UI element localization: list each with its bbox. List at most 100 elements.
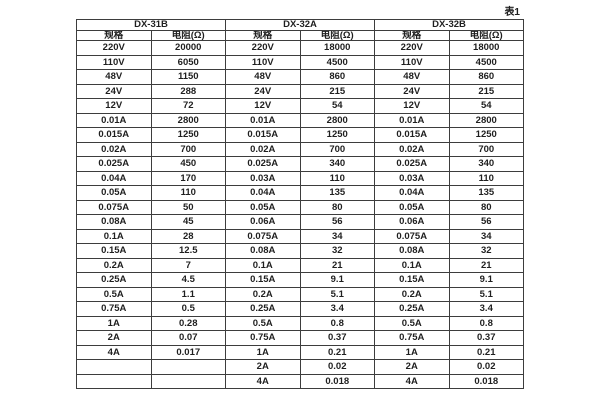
table-row: 0.015A 1250 0.015A 1250 0.015A 1250 bbox=[76, 127, 524, 143]
table-cell: 20000 bbox=[150, 40, 226, 56]
table-cell: 0.1A bbox=[76, 228, 152, 244]
table-cell: 215 bbox=[448, 83, 524, 99]
table-cell: 56 bbox=[448, 214, 524, 230]
table-row: 4A 0.018 4A 0.018 bbox=[76, 373, 524, 389]
table-row: 0.025A 450 0.025A 340 0.025A 340 bbox=[76, 156, 524, 172]
table-cell: 0.075A bbox=[374, 228, 450, 244]
resistance-spec-table: DX-31B DX-32A DX-32B 规格 电阻(Ω) 规格 电阻(Ω) 规… bbox=[76, 19, 524, 389]
table-cell: 0.025A bbox=[374, 156, 450, 172]
table-cell: 3.4 bbox=[299, 301, 375, 317]
table-cell: 0.015A bbox=[374, 127, 450, 143]
table-cell: 72 bbox=[150, 98, 226, 114]
table-cell: 50 bbox=[150, 199, 226, 215]
table-cell: 4A bbox=[225, 373, 301, 389]
group-header-dx31b: DX-31B bbox=[76, 19, 226, 31]
table-cell: 24V bbox=[225, 83, 301, 99]
table-cell: 0.03A bbox=[225, 170, 301, 186]
table-cell: 12V bbox=[374, 98, 450, 114]
table-cell: 0.015A bbox=[76, 127, 152, 143]
table-cell: 6050 bbox=[150, 54, 226, 70]
table-row: 0.15A 12.5 0.08A 32 0.08A 32 bbox=[76, 243, 524, 259]
column-header-spec: 规格 bbox=[374, 29, 450, 41]
table-row: 12V 72 12V 54 12V 54 bbox=[76, 98, 524, 114]
table-cell: 4A bbox=[76, 344, 152, 360]
table-header: DX-31B DX-32A DX-32B 规格 电阻(Ω) 规格 电阻(Ω) 规… bbox=[76, 19, 524, 41]
table-cell: 0.02A bbox=[76, 141, 152, 157]
table-cell: 0.25A bbox=[76, 272, 152, 288]
table-cell: 0.2A bbox=[76, 257, 152, 273]
table-cell: 54 bbox=[299, 98, 375, 114]
table-cell: 80 bbox=[448, 199, 524, 215]
table-cell: 2800 bbox=[448, 112, 524, 128]
table-cell: 45 bbox=[150, 214, 226, 230]
table-cell: 21 bbox=[448, 257, 524, 273]
table-cell: 0.025A bbox=[76, 156, 152, 172]
table-cell: 0.25A bbox=[374, 301, 450, 317]
table-row: 0.075A 50 0.05A 80 0.05A 80 bbox=[76, 199, 524, 215]
table-cell: 0.28 bbox=[150, 315, 226, 331]
column-header-resistance: 电阻(Ω) bbox=[150, 29, 226, 41]
table-row: 0.5A 1.1 0.2A 5.1 0.2A 5.1 bbox=[76, 286, 524, 302]
table-cell: 4A bbox=[374, 373, 450, 389]
table-cell: 9.1 bbox=[448, 272, 524, 288]
table-cell: 4.5 bbox=[150, 272, 226, 288]
table-cell: 0.8 bbox=[448, 315, 524, 331]
table-row: 4A 0.017 1A 0.21 1A 0.21 bbox=[76, 344, 524, 360]
table-cell: 0.075A bbox=[225, 228, 301, 244]
table-cell: 700 bbox=[299, 141, 375, 157]
table-cell: 0.75A bbox=[225, 330, 301, 346]
table-cell: 0.01A bbox=[374, 112, 450, 128]
table-cell bbox=[76, 373, 152, 389]
table-cell: 0.05A bbox=[374, 199, 450, 215]
table-cell: 700 bbox=[150, 141, 226, 157]
table-row: 0.08A 45 0.06A 56 0.06A 56 bbox=[76, 214, 524, 230]
table-cell bbox=[150, 359, 226, 375]
table-cell: 0.2A bbox=[374, 286, 450, 302]
table-cell: 0.5A bbox=[225, 315, 301, 331]
table-row: 0.01A 2800 0.01A 2800 0.01A 2800 bbox=[76, 112, 524, 128]
table-cell: 1A bbox=[374, 344, 450, 360]
table-cell: 860 bbox=[299, 69, 375, 85]
table-cell: 32 bbox=[448, 243, 524, 259]
table-cell: 0.03A bbox=[374, 170, 450, 186]
table-cell: 5.1 bbox=[299, 286, 375, 302]
table-cell: 0.21 bbox=[448, 344, 524, 360]
table-cell: 110 bbox=[150, 185, 226, 201]
table-row: 110V 6050 110V 4500 110V 4500 bbox=[76, 54, 524, 70]
table-cell: 0.08A bbox=[76, 214, 152, 230]
table-cell: 0.015A bbox=[225, 127, 301, 143]
table-cell: 9.1 bbox=[299, 272, 375, 288]
table-cell: 220V bbox=[374, 40, 450, 56]
table-cell: 0.5A bbox=[76, 286, 152, 302]
table-row: 0.75A 0.5 0.25A 3.4 0.25A 3.4 bbox=[76, 301, 524, 317]
table-cell: 0.08A bbox=[225, 243, 301, 259]
table-cell: 28 bbox=[150, 228, 226, 244]
table-cell: 18000 bbox=[299, 40, 375, 56]
table-row: 2A 0.02 2A 0.02 bbox=[76, 359, 524, 375]
table-cell: 18000 bbox=[448, 40, 524, 56]
table-row: 0.2A 7 0.1A 21 0.1A 21 bbox=[76, 257, 524, 273]
table-cell: 288 bbox=[150, 83, 226, 99]
table-cell: 48V bbox=[76, 69, 152, 85]
table-cell bbox=[150, 373, 226, 389]
table-row: 2A 0.07 0.75A 0.37 0.75A 0.37 bbox=[76, 330, 524, 346]
table-row: 0.02A 700 0.02A 700 0.02A 700 bbox=[76, 141, 524, 157]
table-cell: 1250 bbox=[448, 127, 524, 143]
table-cell: 1250 bbox=[150, 127, 226, 143]
table-cell: 5.1 bbox=[448, 286, 524, 302]
table-cell: 170 bbox=[150, 170, 226, 186]
table-cell: 34 bbox=[299, 228, 375, 244]
table-cell: 0.15A bbox=[225, 272, 301, 288]
table-cell: 0.37 bbox=[299, 330, 375, 346]
group-header-dx32b: DX-32B bbox=[374, 19, 524, 31]
table-cell: 4500 bbox=[299, 54, 375, 70]
table-cell: 0.07 bbox=[150, 330, 226, 346]
table-row: 48V 1150 48V 860 48V 860 bbox=[76, 69, 524, 85]
table-cell: 215 bbox=[299, 83, 375, 99]
table-cell: 0.8 bbox=[299, 315, 375, 331]
table-cell: 0.017 bbox=[150, 344, 226, 360]
table-cell: 1250 bbox=[299, 127, 375, 143]
table-cell: 0.02 bbox=[448, 359, 524, 375]
table-cell: 0.75A bbox=[76, 301, 152, 317]
